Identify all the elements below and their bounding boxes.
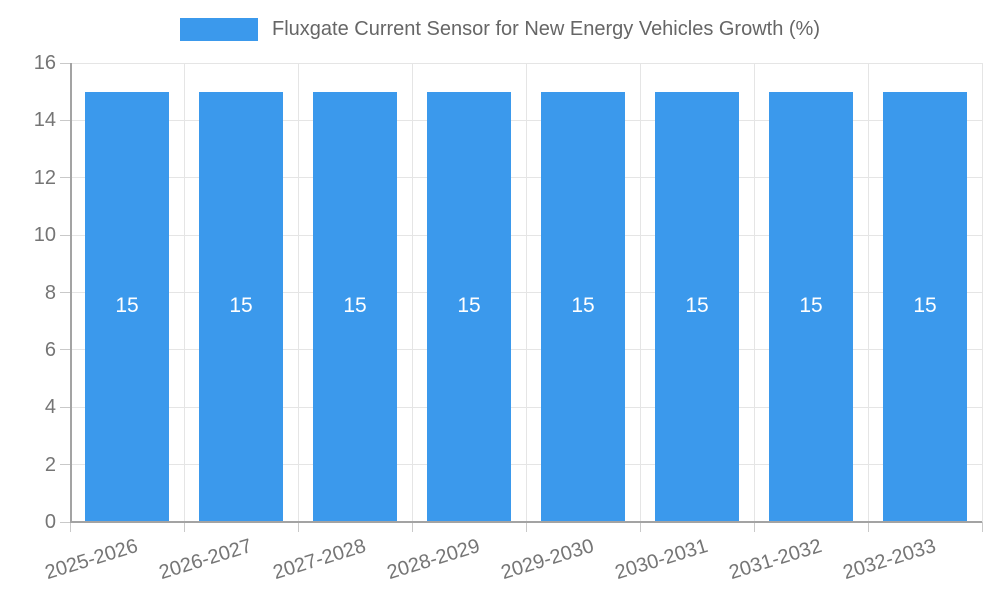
- x-axis-line: [70, 521, 982, 523]
- v-gridline: [753, 63, 755, 522]
- y-axis-tick-mark: [60, 234, 70, 236]
- bar-value-label: 15: [571, 293, 595, 317]
- v-gridline: [639, 63, 641, 522]
- bar[interactable]: [427, 91, 511, 522]
- legend-label: Fluxgate Current Sensor for New Energy V…: [272, 18, 820, 40]
- y-axis-tick-mark: [60, 177, 70, 179]
- bar[interactable]: [199, 91, 283, 522]
- bar[interactable]: [769, 91, 853, 522]
- bar-value-label: 15: [685, 293, 709, 317]
- bar[interactable]: [313, 91, 397, 522]
- v-gridline: [867, 63, 869, 522]
- x-axis-tick-mark: [867, 522, 869, 532]
- y-axis-tick-mark: [60, 349, 70, 351]
- x-axis-tick-mark: [411, 522, 413, 532]
- v-gridline: [183, 63, 185, 522]
- x-axis-tick-label: 2029-2030: [498, 535, 597, 585]
- y-axis-tick-label: 12: [33, 166, 56, 189]
- y-axis-tick-label: 10: [33, 224, 56, 247]
- y-axis-line: [70, 63, 72, 522]
- y-axis-tick-mark: [60, 406, 70, 408]
- y-axis-tick-mark: [60, 292, 70, 293]
- bar[interactable]: [655, 91, 739, 522]
- bar-value-label: 15: [229, 293, 253, 317]
- x-axis-tick-mark: [525, 522, 527, 532]
- v-gridline: [981, 63, 983, 522]
- x-axis-tick-label: 2030-2031: [612, 535, 711, 585]
- bar-value-label: 15: [913, 293, 937, 317]
- v-gridline: [297, 63, 299, 522]
- x-axis-tick-mark: [297, 522, 299, 532]
- x-axis-tick-label: 2026-2027: [156, 535, 255, 585]
- bar-value-label: 15: [343, 293, 367, 317]
- x-axis-tick-mark: [753, 522, 755, 532]
- y-axis-tick-label: 8: [44, 281, 56, 304]
- bar[interactable]: [883, 91, 967, 522]
- x-axis-tick-label: 2028-2029: [384, 535, 483, 585]
- bar-value-label: 15: [457, 293, 481, 317]
- v-gridline: [411, 63, 413, 522]
- bar-value-label: 15: [115, 293, 139, 317]
- y-axis-tick-label: 14: [33, 109, 56, 132]
- x-axis-tick-mark: [639, 522, 641, 532]
- y-axis-tick-mark: [60, 119, 70, 121]
- x-axis-tick-mark: [981, 522, 983, 532]
- y-axis-tick-label: 6: [44, 338, 56, 361]
- x-axis-tick-label: 2027-2028: [270, 535, 369, 585]
- y-axis-tick-label: 16: [33, 52, 56, 74]
- bar[interactable]: [541, 91, 625, 522]
- y-axis-tick-label: 0: [44, 511, 56, 533]
- bar[interactable]: [85, 91, 169, 522]
- v-gridline: [525, 63, 527, 522]
- x-axis-tick-label: 2032-2033: [840, 535, 939, 585]
- plot-area: 15 15 15 15 15 15 15 15 0 2 4 6 8 10 12 14 16 2025-2026…: [34, 53, 983, 584]
- x-axis-tick-label: 2031-2032: [726, 535, 825, 585]
- y-axis-tick-mark: [60, 521, 70, 523]
- x-axis-tick-mark: [183, 522, 185, 532]
- x-axis-tick-mark: [69, 522, 71, 532]
- y-axis-tick-mark: [60, 464, 70, 466]
- y-axis-tick-label: 2: [44, 453, 56, 476]
- x-axis-tick-label: 2025-2026: [42, 535, 141, 585]
- chart-legend[interactable]: Fluxgate Current Sensor for New Energy V…: [0, 18, 1000, 41]
- legend-swatch: [180, 18, 258, 41]
- bar-value-label: 15: [799, 293, 823, 317]
- y-axis-tick-mark: [60, 62, 70, 64]
- y-axis-tick-label: 4: [44, 396, 56, 419]
